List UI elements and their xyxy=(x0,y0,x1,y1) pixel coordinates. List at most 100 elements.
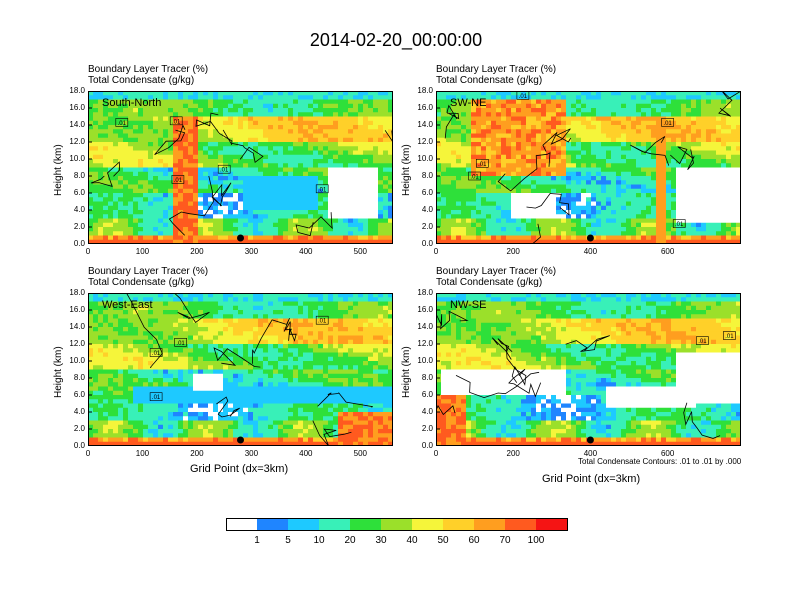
field-cell xyxy=(466,116,472,122)
field-cell xyxy=(128,322,134,328)
field-cell xyxy=(611,112,617,118)
field-cell xyxy=(476,201,482,207)
field-cell xyxy=(233,95,239,101)
field-cell xyxy=(113,322,119,328)
field-cell xyxy=(143,416,149,422)
field-cell xyxy=(621,116,627,122)
field-cell xyxy=(731,103,737,109)
field-cell xyxy=(591,180,597,186)
field-cell xyxy=(128,231,134,237)
field-cell xyxy=(93,339,99,345)
field-cell xyxy=(98,395,104,400)
field-cell xyxy=(511,129,517,135)
field-cell xyxy=(223,163,229,169)
field-cell xyxy=(118,103,124,109)
field-cell xyxy=(363,188,369,194)
field-cell xyxy=(691,108,697,113)
field-cell xyxy=(88,390,94,396)
field-cell xyxy=(343,154,349,160)
field-cell xyxy=(113,210,119,215)
field-cell xyxy=(666,112,672,118)
field-cell xyxy=(298,146,304,152)
field-cell xyxy=(373,222,379,228)
field-cell xyxy=(721,222,727,228)
field-cell xyxy=(223,210,229,215)
field-cell xyxy=(726,99,732,105)
field-cell xyxy=(123,369,129,375)
field-cell xyxy=(596,222,602,228)
field-cell xyxy=(526,184,532,190)
field-cell xyxy=(696,103,702,109)
field-cell xyxy=(103,305,109,311)
field-cell xyxy=(318,167,324,173)
field-cell xyxy=(521,154,527,160)
field-cell xyxy=(601,235,607,241)
field-cell xyxy=(158,176,164,181)
field-cell xyxy=(591,99,597,105)
field-cell xyxy=(651,91,657,96)
field-cell xyxy=(313,210,319,215)
field-cell xyxy=(113,407,119,413)
field-cell xyxy=(686,239,692,244)
field-cell xyxy=(203,231,209,237)
location-dot xyxy=(586,234,594,242)
field-cell xyxy=(481,95,487,101)
field-cell xyxy=(551,180,557,186)
field-cell xyxy=(343,133,349,139)
field-cell xyxy=(198,154,204,160)
field-cell xyxy=(253,235,259,241)
field-cell xyxy=(253,108,259,113)
field-cell xyxy=(601,120,607,126)
field-cell xyxy=(333,154,339,160)
field-cell xyxy=(671,150,677,156)
field-cell xyxy=(143,133,149,139)
field-cell xyxy=(481,108,487,113)
field-cell xyxy=(278,227,284,232)
field-cell xyxy=(676,184,682,190)
field-cell xyxy=(103,390,109,396)
field-cell xyxy=(556,171,562,177)
field-cell xyxy=(606,112,612,118)
field-cell xyxy=(268,108,274,113)
field-cell xyxy=(681,137,687,143)
field-cell xyxy=(581,205,587,211)
field-cell xyxy=(581,154,587,160)
field-cell xyxy=(108,293,114,298)
field-cell xyxy=(546,103,552,109)
field-cell xyxy=(323,218,329,224)
field-cell xyxy=(198,116,204,122)
field-cell xyxy=(631,205,637,211)
field-cell xyxy=(153,369,159,375)
field-cell xyxy=(133,231,139,237)
field-cell xyxy=(88,116,94,122)
field-cell xyxy=(308,201,314,207)
field-cell xyxy=(203,197,209,203)
field-cell xyxy=(611,210,617,215)
field-cell xyxy=(298,125,304,130)
field-cell xyxy=(208,137,214,143)
field-cell xyxy=(456,159,462,164)
field-cell xyxy=(153,142,159,147)
field-cell xyxy=(726,146,732,152)
field-cell xyxy=(591,142,597,147)
field-cell xyxy=(243,197,249,203)
field-cell xyxy=(511,159,517,164)
field-cell xyxy=(451,167,457,173)
field-cell xyxy=(153,395,159,400)
field-cell xyxy=(113,95,119,101)
field-cell xyxy=(716,171,722,177)
field-cell xyxy=(88,356,94,362)
field-cell xyxy=(123,108,129,113)
field-cell xyxy=(451,193,457,198)
field-cell xyxy=(113,352,119,358)
field-cell xyxy=(373,201,379,207)
field-cell xyxy=(98,348,104,354)
field-cell xyxy=(208,120,214,126)
field-cell xyxy=(556,95,562,101)
field-cell xyxy=(213,218,219,224)
field-cell xyxy=(561,218,567,224)
field-cell xyxy=(516,159,522,164)
field-cell xyxy=(606,142,612,147)
field-cell xyxy=(571,210,577,215)
field-cell xyxy=(183,142,189,147)
